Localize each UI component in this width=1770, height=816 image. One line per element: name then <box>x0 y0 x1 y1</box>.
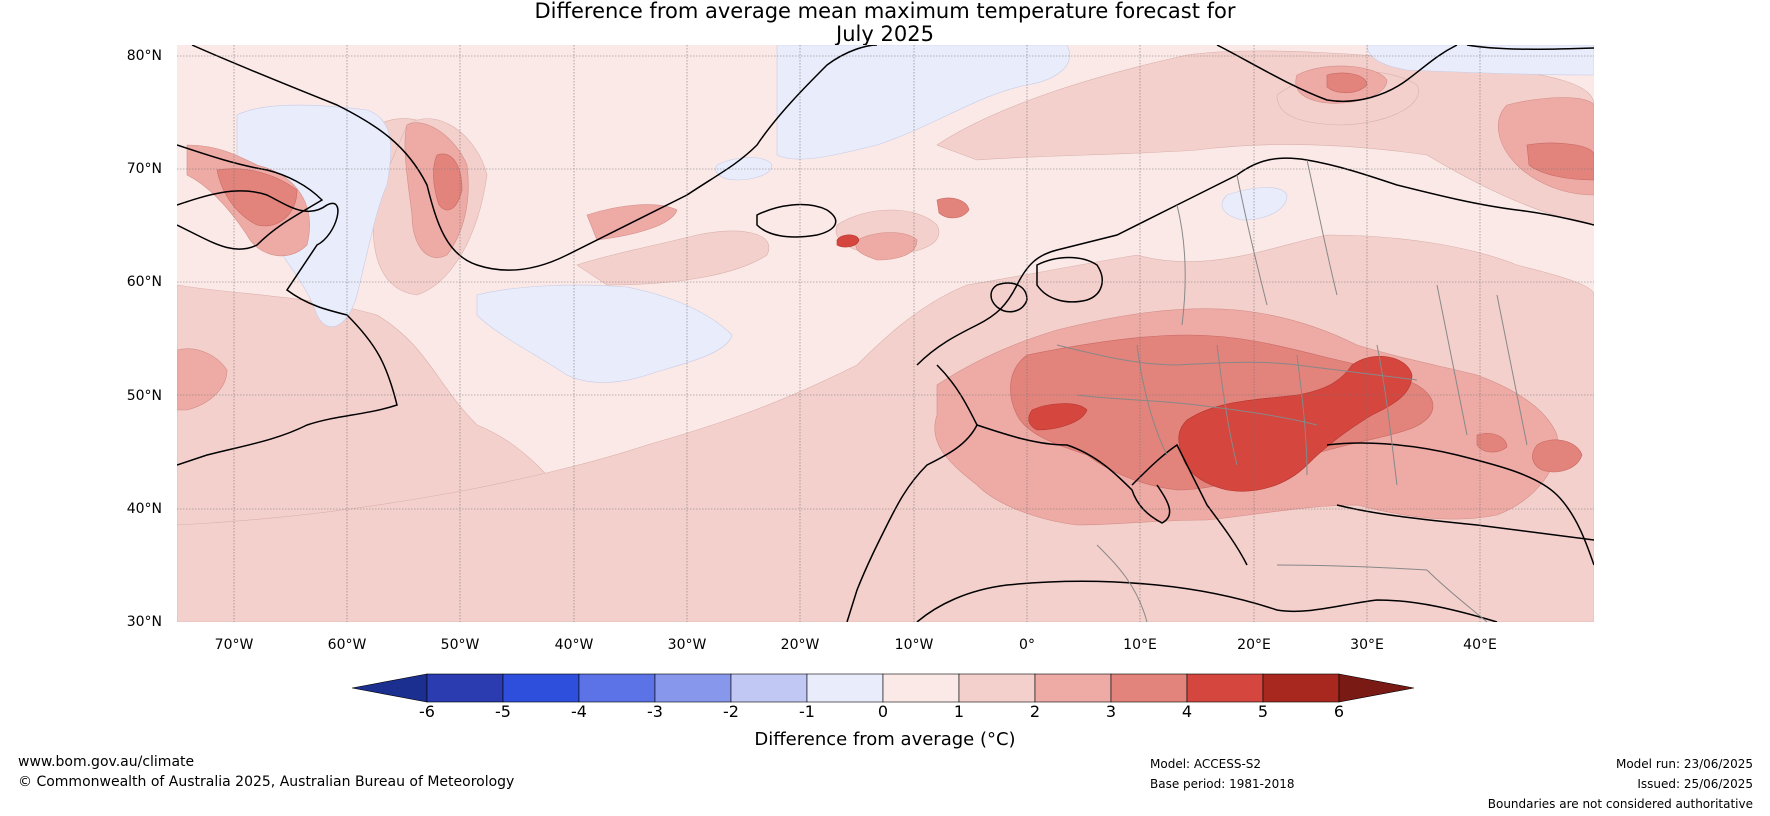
colorbar-tick-label: -4 <box>571 702 587 721</box>
lon-label-20w: 20°W <box>780 637 820 653</box>
colorbar-segment <box>958 673 1036 703</box>
footer-copyright: © Commonwealth of Australia 2025, Austra… <box>18 774 515 790</box>
colorbar-tick-label: 2 <box>1029 702 1041 721</box>
colorbar-segment <box>426 673 504 703</box>
lat-label-70n: 70°N <box>126 161 162 177</box>
lon-label-30e: 30°E <box>1350 637 1384 653</box>
colorbar-tick-label: -3 <box>647 702 663 721</box>
footer-base-period: Base period: 1981-2018 <box>1150 777 1295 791</box>
colorbar-tick-label: 6 <box>1333 702 1345 721</box>
lon-label-10e: 10°E <box>1123 637 1157 653</box>
colorbar-segment <box>1034 673 1112 703</box>
lon-label-0: 0° <box>1019 637 1035 653</box>
footer-website: www.bom.gov.au/climate <box>18 754 195 770</box>
anomaly-4-5-regions <box>836 234 1413 492</box>
anomaly-below-0-regions <box>236 45 1594 383</box>
lon-label-40e: 40°E <box>1463 637 1497 653</box>
footer-model-run: Model run: 23/06/2025 <box>1615 757 1753 771</box>
colorbar-tick-label: 1 <box>953 702 965 721</box>
lon-label-30w: 30°W <box>667 637 707 653</box>
colorbar-segment <box>654 673 732 703</box>
colorbar-tick-label: 3 <box>1105 702 1117 721</box>
graticule <box>177 45 1594 622</box>
colorbar-tick-label: -1 <box>799 702 815 721</box>
colorbar-tick-label: -2 <box>723 702 739 721</box>
colorbar-segment <box>882 673 960 703</box>
lat-label-50n: 50°N <box>126 388 162 404</box>
colorbar <box>352 673 1415 703</box>
forecast-map <box>177 45 1594 622</box>
colorbar-tick-label: 4 <box>1181 702 1193 721</box>
lon-label-70w: 70°W <box>214 637 254 653</box>
colorbar-segment <box>1186 673 1264 703</box>
colorbar-segment <box>578 673 656 703</box>
colorbar-tick-label: 0 <box>877 702 889 721</box>
country-borders <box>1056 159 1528 622</box>
title-line-1: Difference from average mean maximum tem… <box>534 0 1236 23</box>
colorbar-tick-label: 5 <box>1257 702 1269 721</box>
lat-label-30n: 30°N <box>126 614 162 630</box>
lat-label-40n: 40°N <box>126 501 162 517</box>
coastlines <box>177 45 1594 622</box>
footer-issued: Issued: 25/06/2025 <box>1637 777 1753 791</box>
colorbar-tick-label: -6 <box>419 702 435 721</box>
colorbar-tick-label: -5 <box>495 702 511 721</box>
lon-label-50w: 50°W <box>440 637 480 653</box>
title-line-2: July 2025 <box>836 22 934 46</box>
lon-label-20e: 20°E <box>1237 637 1271 653</box>
map-title: Difference from average mean maximum tem… <box>0 0 1770 46</box>
footer-model: Model: ACCESS-S2 <box>1150 757 1262 771</box>
colorbar-segment <box>502 673 580 703</box>
lat-label-60n: 60°N <box>126 274 162 290</box>
lon-label-10w: 10°W <box>894 637 934 653</box>
colorbar-label: Difference from average (°C) <box>754 729 1016 750</box>
footer-disclaimer: Boundaries are not considered authoritat… <box>1487 797 1753 811</box>
lat-label-80n: 80°N <box>126 48 162 64</box>
lon-label-40w: 40°W <box>554 637 594 653</box>
colorbar-extend-high <box>1338 673 1415 703</box>
lon-label-60w: 60°W <box>327 637 367 653</box>
colorbar-segment <box>1110 673 1188 703</box>
colorbar-segment <box>730 673 808 703</box>
colorbar-extend-low <box>352 673 428 703</box>
colorbar-segment <box>806 673 884 703</box>
colorbar-segment <box>1262 673 1340 703</box>
